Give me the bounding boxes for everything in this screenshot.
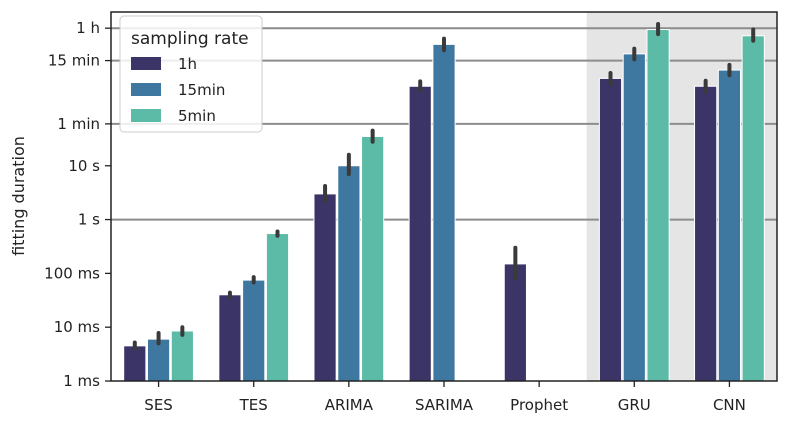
legend-swatch-15min	[131, 83, 161, 96]
bar-arima-5min	[361, 135, 385, 382]
y-tick-label: 15 min	[48, 52, 100, 70]
x-tick-label-gru: GRU	[618, 396, 651, 414]
legend-title: sampling rate	[131, 29, 249, 49]
bar-ses-1h	[123, 345, 147, 382]
y-axis-title: fitting duration	[9, 136, 28, 256]
legend: sampling rate 1h 15min 5min	[119, 15, 263, 133]
legend-label-1h: 1h	[178, 55, 197, 73]
y-tick-label: 1 s	[78, 211, 100, 229]
legend-swatch-5min	[131, 109, 161, 122]
x-tick-label-prophet: Prophet	[510, 396, 568, 414]
x-tick-label-cnn: CNN	[713, 396, 746, 414]
bar-ses-15min	[146, 338, 171, 382]
legend-label-15min: 15min	[178, 81, 225, 99]
y-tick-label: 10 ms	[54, 318, 100, 336]
bar-sarima-1h	[408, 85, 432, 382]
x-tick-label-arima: ARIMA	[325, 396, 374, 414]
bar-ses-5min	[170, 330, 194, 382]
bar-cnn-15min	[717, 69, 742, 382]
bar-tes-15min	[242, 279, 266, 382]
x-tick-label-sarima: SARIMA	[415, 396, 474, 414]
bar-cnn-1h	[694, 85, 718, 382]
bar-gru-15min	[622, 53, 646, 382]
bar-tes-1h	[218, 294, 242, 382]
bar-arima-1h	[313, 193, 337, 382]
bar-gru-1h	[598, 77, 623, 382]
bar-cnn-5min	[741, 35, 765, 382]
x-tick-label-tes: TES	[239, 396, 268, 414]
bar-sarima-15min	[432, 43, 456, 382]
y-tick-label: 1 ms	[63, 372, 100, 390]
bar-prophet-1h	[503, 263, 527, 382]
bar-arima-15min	[337, 165, 361, 382]
legend-label-5min: 5min	[178, 107, 216, 125]
y-tick-label: 1 min	[57, 115, 100, 133]
bar-gru-5min	[646, 29, 670, 382]
y-tick-label: 1 h	[76, 19, 100, 37]
x-tick-label-ses: SES	[144, 396, 173, 414]
y-tick-label: 10 s	[68, 157, 100, 175]
bar-tes-5min	[265, 233, 290, 382]
y-tick-label: 100 ms	[44, 264, 100, 282]
legend-swatch-1h	[131, 57, 161, 70]
legend-box	[119, 15, 263, 133]
